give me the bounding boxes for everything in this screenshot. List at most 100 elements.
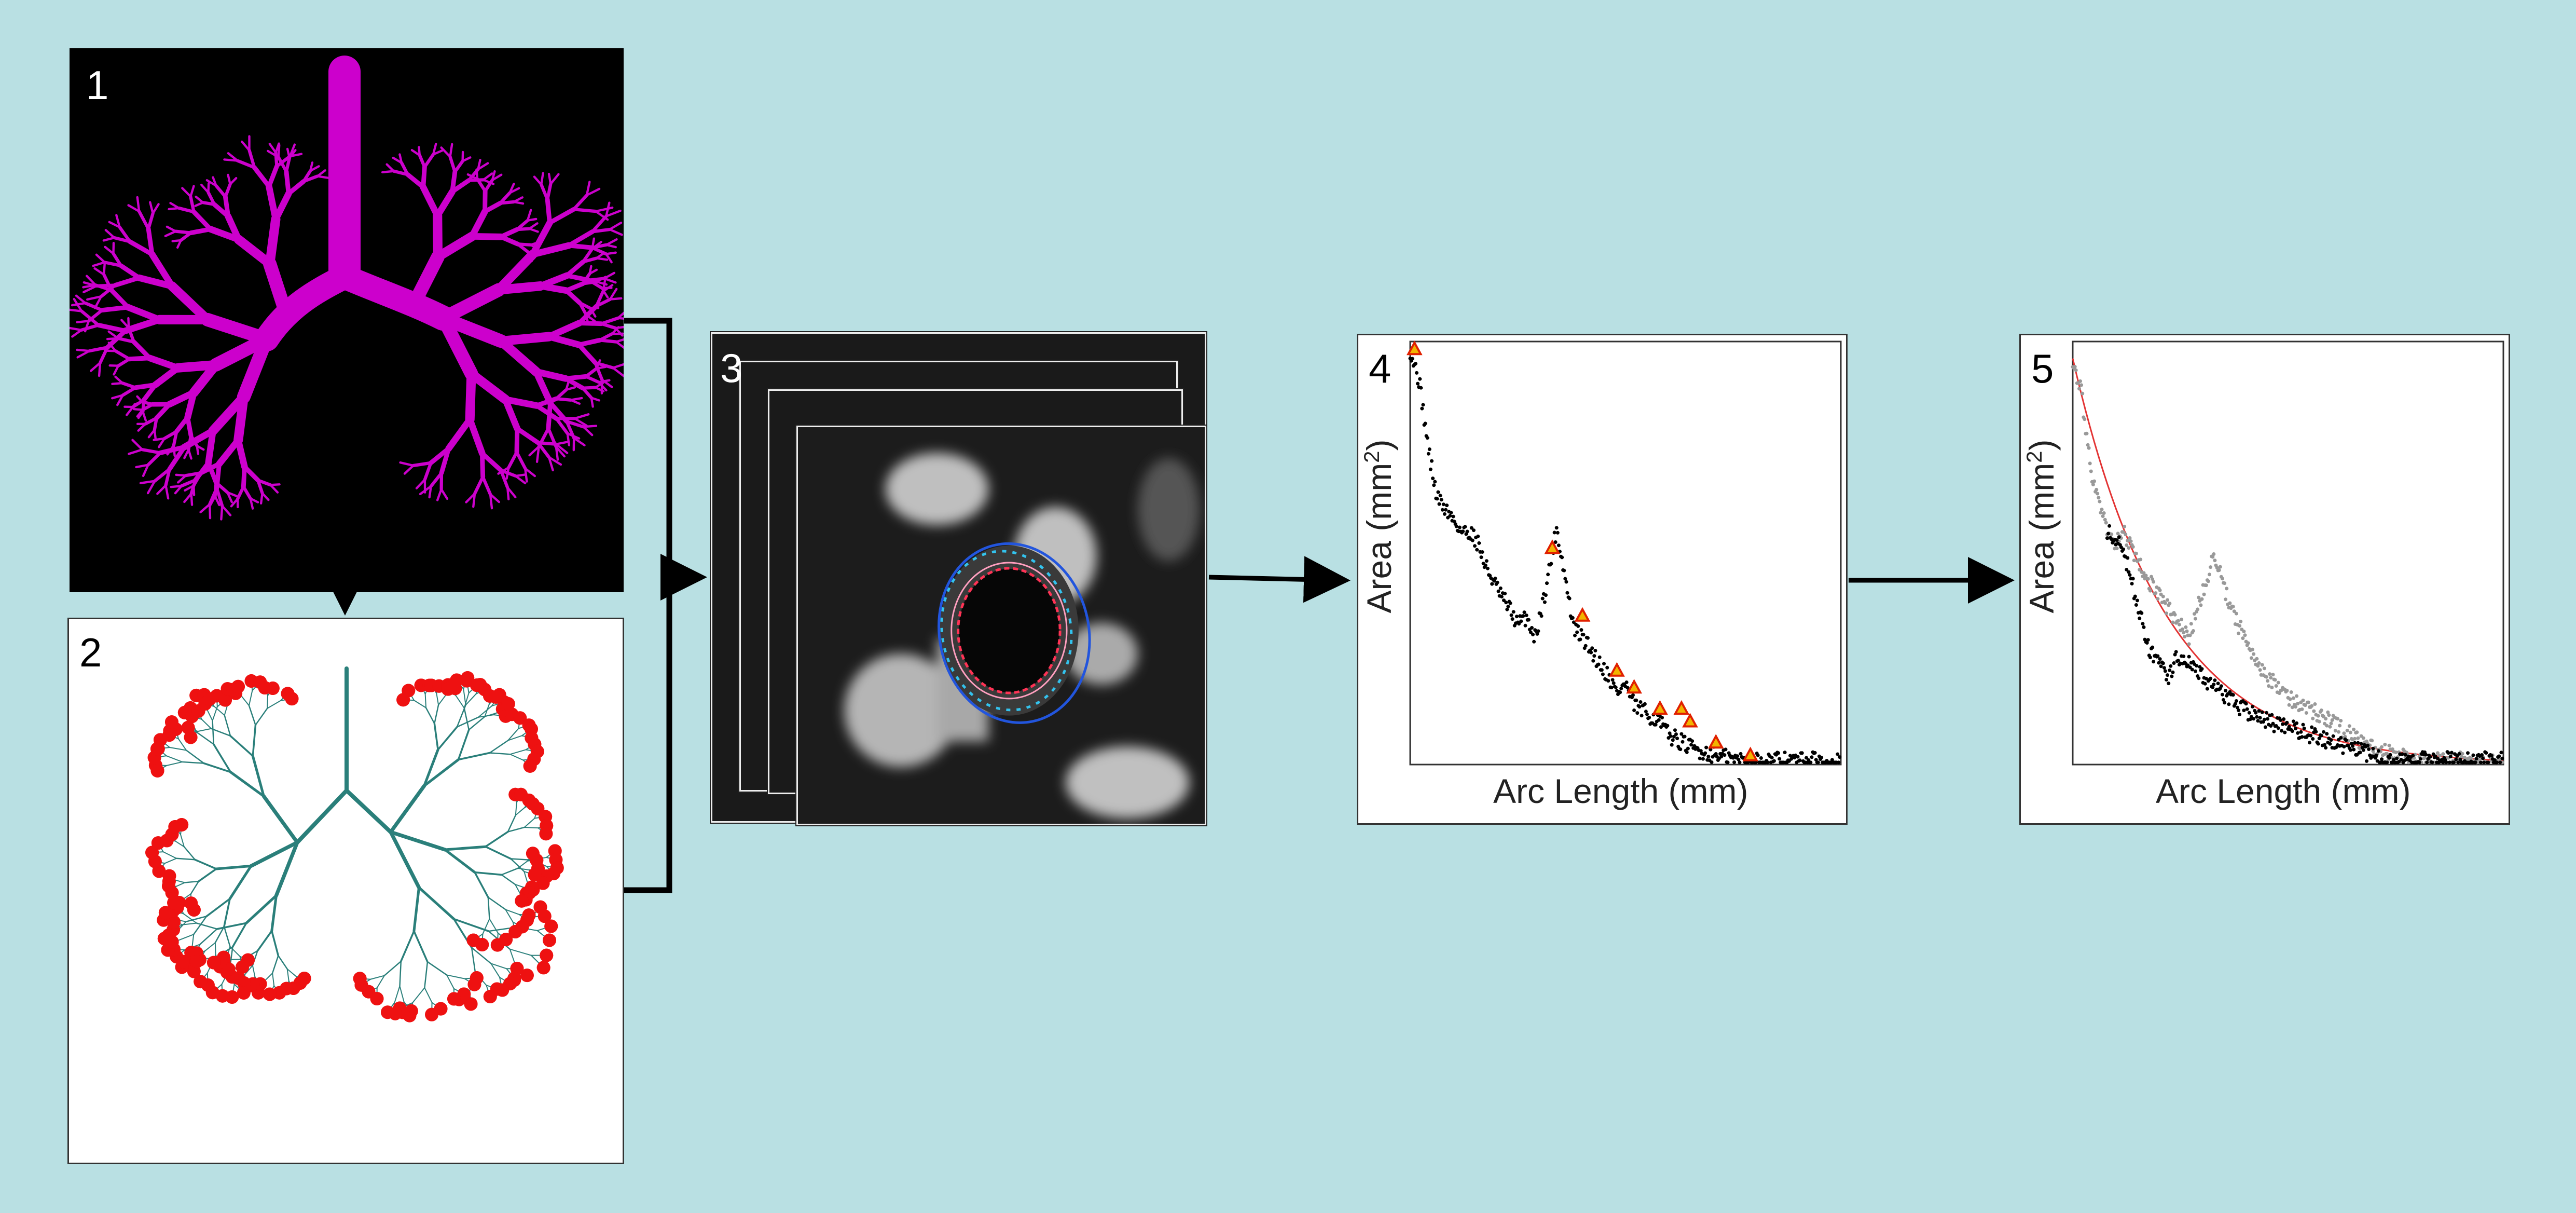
data-point <box>1461 529 1465 534</box>
data-point <box>1435 497 1439 501</box>
data-point <box>1783 751 1787 755</box>
data-point <box>1798 758 1802 762</box>
data-point <box>2146 577 2150 581</box>
data-point <box>1493 576 1497 580</box>
data-point <box>2290 705 2294 710</box>
data-point <box>1632 708 1636 712</box>
data-point <box>1532 639 1536 644</box>
data-point <box>2336 717 2339 721</box>
data-point <box>1560 555 1564 560</box>
data-point <box>2380 757 2384 761</box>
data-point <box>2365 759 2368 763</box>
data-point <box>2117 535 2121 539</box>
data-point <box>1530 626 1534 630</box>
peak-marker <box>1682 713 1698 728</box>
data-point <box>2367 747 2371 751</box>
data-point <box>2374 753 2378 757</box>
data-point <box>2092 479 2096 483</box>
data-point <box>2324 717 2328 721</box>
data-point <box>1820 756 1824 759</box>
data-point <box>2125 543 2129 547</box>
panel-number-2: 2 <box>79 630 102 675</box>
data-point <box>2181 627 2185 631</box>
data-point <box>2156 654 2160 658</box>
data-point <box>1645 712 1649 716</box>
data-point <box>2176 659 2180 663</box>
data-point <box>2317 737 2321 741</box>
scatter-series-1 <box>2105 524 2504 765</box>
data-point <box>2310 704 2314 708</box>
data-point <box>1499 595 1504 598</box>
data-point <box>1571 616 1575 620</box>
data-point <box>2403 753 2407 757</box>
plot-frame <box>1409 340 1842 766</box>
data-point <box>2356 741 2360 745</box>
data-point <box>2258 668 2262 672</box>
data-point <box>2269 676 2273 680</box>
data-point <box>2473 760 2477 765</box>
data-point <box>2448 755 2453 759</box>
data-point <box>2497 754 2501 758</box>
data-point <box>2126 556 2130 560</box>
data-point <box>2323 743 2326 747</box>
data-point <box>1416 381 1420 386</box>
data-point <box>1536 629 1540 633</box>
data-point <box>2103 517 2107 522</box>
data-point <box>2232 609 2236 614</box>
data-point <box>1448 514 1452 518</box>
data-point <box>2263 725 2267 729</box>
data-point <box>1766 760 1770 765</box>
data-point <box>2231 605 2235 609</box>
data-point <box>2394 750 2398 754</box>
plot-frame <box>2072 340 2504 766</box>
data-point <box>2324 746 2328 750</box>
data-point <box>2129 539 2133 543</box>
data-point <box>2204 583 2208 588</box>
data-point <box>2482 760 2486 765</box>
peak-marker <box>1742 746 1759 761</box>
data-point <box>1564 580 1568 584</box>
data-point <box>2217 568 2221 572</box>
data-point <box>1519 619 1523 623</box>
data-point <box>1804 756 1809 760</box>
data-point <box>2356 736 2360 740</box>
data-point <box>2258 716 2262 720</box>
data-point <box>1589 650 1593 655</box>
data-point <box>2499 751 2503 755</box>
data-point <box>1816 760 1820 765</box>
data-point <box>2087 446 2091 450</box>
data-point <box>1454 524 1458 528</box>
data-point <box>1419 386 1423 390</box>
scatter-series-0 <box>2071 365 2504 765</box>
panel-number-4: 4 <box>1369 346 1392 391</box>
data-point <box>1573 633 1577 637</box>
data-point <box>1593 649 1597 652</box>
data-point <box>2309 733 2313 738</box>
data-point <box>1410 357 1414 361</box>
data-point <box>2449 751 2454 755</box>
data-point <box>1427 447 1431 451</box>
data-point <box>2348 730 2352 734</box>
data-point <box>2152 580 2156 584</box>
data-point <box>2128 536 2132 540</box>
data-point <box>2311 716 2315 720</box>
data-point <box>2260 663 2264 667</box>
data-point <box>2330 718 2334 722</box>
data-point <box>1542 600 1547 604</box>
data-point <box>1796 755 1800 759</box>
data-point <box>1465 529 1469 534</box>
data-point <box>1683 734 1687 739</box>
arrow-3-to-4 <box>1208 556 1351 603</box>
data-point <box>1431 476 1435 481</box>
data-point <box>1522 610 1526 615</box>
data-point <box>2241 636 2245 640</box>
data-point <box>1609 686 1614 690</box>
data-point <box>2251 705 2254 708</box>
data-point <box>2074 368 2078 372</box>
data-point <box>1444 508 1448 512</box>
data-point <box>2148 656 2152 660</box>
airway-tree-3d-panel: 1 <box>70 48 624 592</box>
data-point <box>2361 736 2365 740</box>
data-point <box>2220 577 2224 581</box>
data-point <box>2182 655 2186 658</box>
